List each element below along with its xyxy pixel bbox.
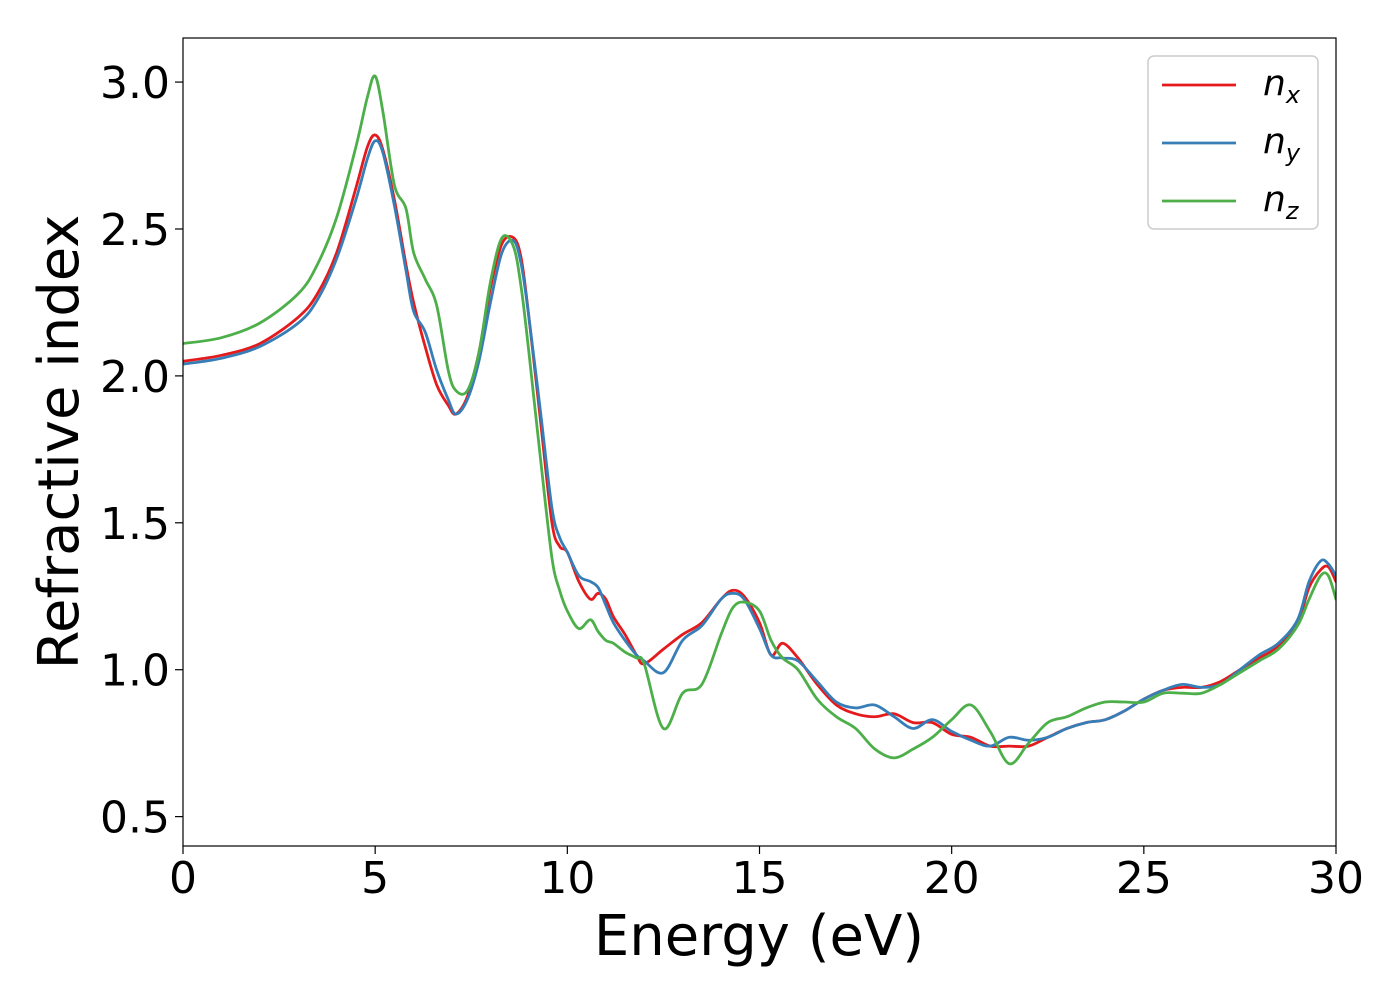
y-tick-label: 3.0 [100, 58, 170, 109]
series-line-nz [183, 74, 1336, 766]
y-tick-label: 0.5 [100, 793, 170, 844]
y-ticks: 0.5 1.0 1.5 2.0 2.5 3.0 [100, 58, 183, 844]
x-tick-label: 10 [539, 853, 595, 904]
x-tick-label: 25 [1116, 853, 1172, 904]
x-ticks: 0 5 10 15 20 25 30 [169, 846, 1364, 904]
legend: nx ny nz [1147, 55, 1319, 230]
y-tick-label: 2.0 [100, 352, 170, 403]
y-tick-label: 2.5 [100, 205, 170, 256]
y-tick-label: 1.0 [100, 646, 170, 697]
x-tick-label: 0 [169, 853, 197, 904]
y-axis-title: Refractive index [27, 215, 92, 670]
y-tick-label: 1.5 [100, 499, 170, 550]
series-line-ny [183, 139, 1336, 748]
x-tick-label: 30 [1308, 853, 1364, 904]
x-tick-label: 5 [361, 853, 389, 904]
x-tick-label: 20 [924, 853, 980, 904]
legend-label-ny: ny [1263, 121, 1301, 167]
legend-entries: nx ny nz [1162, 63, 1301, 225]
legend-label-nz: nz [1263, 179, 1300, 225]
legend-label-nx: nx [1263, 63, 1301, 109]
x-tick-label: 15 [732, 853, 788, 904]
x-axis-title: Energy (eV) [594, 904, 924, 969]
series-layer [183, 74, 1336, 766]
